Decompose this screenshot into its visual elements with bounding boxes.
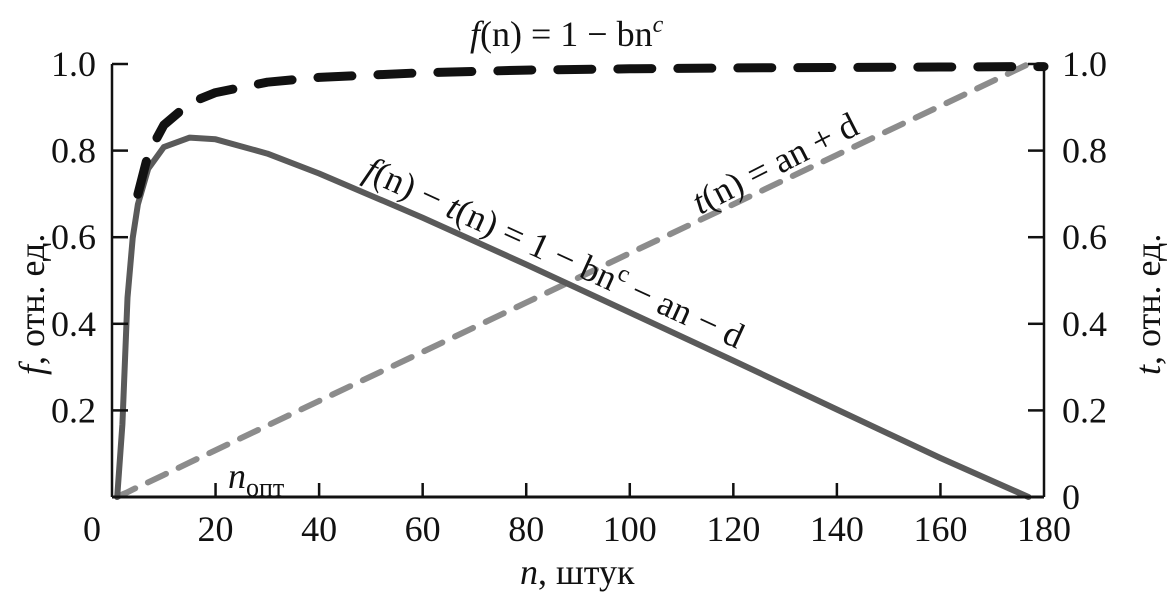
y-tick-label-right: 0.8: [1062, 131, 1107, 171]
axes: 0 20 40 60 80 100 120 140 160 180 0.2 0.4 0.6 0.8 1.0 0…: [51, 44, 1107, 549]
series-f-dashed-line: [133, 62, 1049, 199]
t-annotation: t(n) = an + d: [685, 105, 864, 223]
x-tick-label: 0: [83, 509, 101, 549]
y-tick-label-right: 0.6: [1062, 217, 1107, 257]
y-tick-label-left: 0.8: [51, 131, 96, 171]
x-tick-label: 160: [913, 509, 967, 549]
y-tick-label-left: 0.6: [51, 217, 96, 257]
y-tick-label-left: 1.0: [51, 44, 96, 84]
y-tick-label-right: 0.2: [1062, 390, 1107, 430]
x-tick-label: 80: [508, 509, 544, 549]
x-tick-label: 20: [198, 509, 234, 549]
x-tick-label: 120: [706, 509, 760, 549]
x-tick-label: 40: [301, 509, 337, 549]
nopt-annotation: nопт: [228, 456, 284, 502]
x-tick-label: 140: [810, 509, 864, 549]
y-tick-label-left: 0.4: [51, 304, 96, 344]
y-axis-label-right: t, отн. ед.: [1128, 234, 1168, 375]
x-tick-label: 60: [405, 509, 441, 549]
x-tick-label: 180: [1017, 509, 1071, 549]
y-axis-label-left: f, отн. ед.: [12, 234, 52, 375]
y-tick-label-right: 1.0: [1062, 44, 1107, 84]
x-tick-label: 100: [603, 509, 657, 549]
x-axis-label: n, штук: [520, 552, 635, 592]
series-t-dashed-line: [114, 61, 1032, 500]
series-difference-line: [114, 134, 1032, 500]
plot-area: [114, 61, 1049, 500]
title-annotation: f(n) = 1 − bnc: [470, 12, 664, 54]
diff-annotation: f(n) − t(n) = 1 − bnc − an − d: [359, 147, 751, 356]
y-tick-label-left: 0.2: [51, 390, 96, 430]
y-tick-label-right: 0.4: [1062, 304, 1107, 344]
y-tick-label-right: 0: [1062, 477, 1080, 517]
